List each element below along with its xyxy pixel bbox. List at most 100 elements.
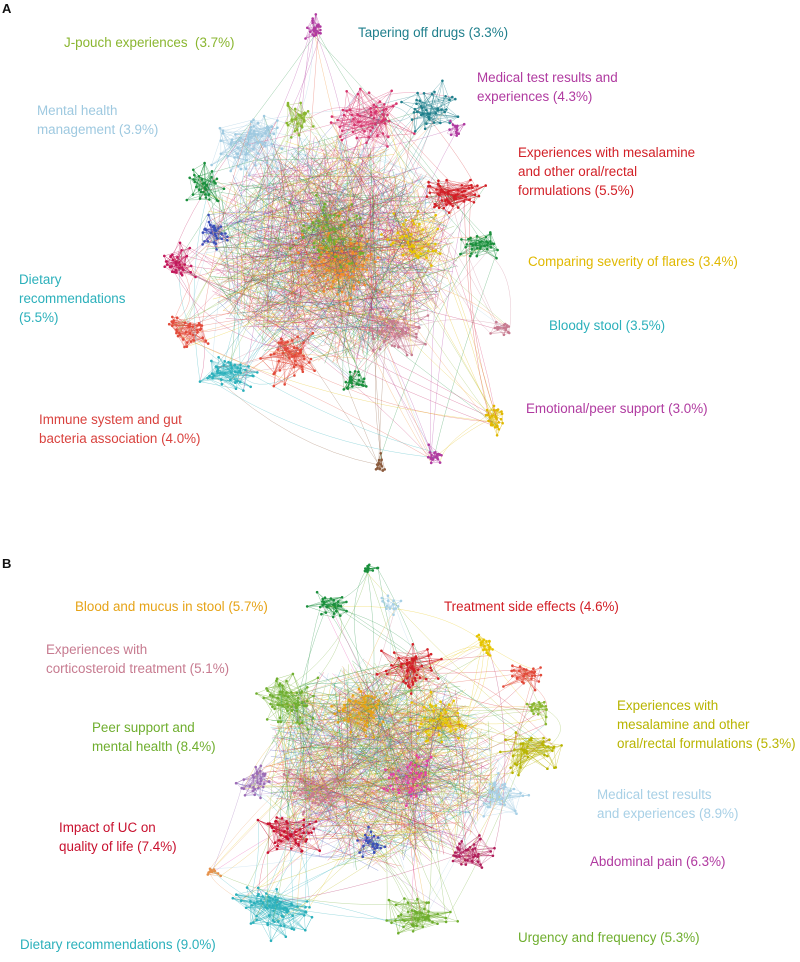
network-node bbox=[227, 360, 230, 364]
network-edge bbox=[314, 225, 455, 279]
network-node bbox=[322, 214, 326, 217]
network-edge bbox=[439, 185, 470, 200]
network-node bbox=[363, 283, 367, 287]
network-node bbox=[392, 319, 396, 323]
network-edge bbox=[428, 444, 435, 454]
network-node bbox=[408, 249, 412, 252]
network-node bbox=[308, 260, 312, 264]
network-edge bbox=[300, 102, 305, 113]
network-node bbox=[410, 250, 414, 254]
network-node bbox=[401, 245, 404, 248]
network-node bbox=[323, 202, 327, 206]
network-node bbox=[489, 246, 493, 249]
network-node bbox=[469, 242, 472, 246]
cluster-label-a-6: Dietary recommendations (5.5%) bbox=[19, 272, 126, 325]
network-node bbox=[206, 240, 210, 243]
network-node bbox=[385, 107, 388, 111]
network-node bbox=[244, 167, 248, 171]
network-node bbox=[355, 214, 358, 217]
network-edge bbox=[204, 163, 218, 201]
network-edge bbox=[271, 231, 319, 296]
network-edge bbox=[458, 124, 465, 134]
network-edge bbox=[331, 122, 355, 126]
network-edge bbox=[386, 658, 400, 675]
network-node bbox=[398, 236, 402, 240]
network-node bbox=[488, 416, 492, 419]
network-node bbox=[186, 341, 189, 344]
network-node bbox=[196, 331, 199, 334]
network-edge bbox=[199, 366, 217, 382]
network-edge bbox=[397, 322, 419, 328]
network-node bbox=[349, 242, 353, 245]
network-node bbox=[361, 380, 365, 384]
network-edge bbox=[237, 178, 401, 285]
network-edge bbox=[249, 127, 269, 176]
network-node bbox=[414, 332, 418, 336]
network-node bbox=[283, 347, 287, 350]
network-node bbox=[214, 365, 218, 368]
network-edge bbox=[176, 331, 209, 344]
network-node bbox=[226, 155, 229, 158]
network-node bbox=[214, 182, 217, 185]
network-node bbox=[445, 108, 448, 111]
network-edge bbox=[284, 243, 316, 304]
network-node bbox=[333, 213, 336, 217]
network-edge bbox=[339, 126, 341, 137]
network-edge bbox=[415, 113, 437, 132]
network-edge bbox=[361, 169, 432, 252]
network-node bbox=[192, 339, 195, 342]
network-node bbox=[220, 232, 223, 236]
network-node bbox=[445, 198, 449, 202]
network-node bbox=[196, 328, 199, 332]
network-edge bbox=[490, 232, 498, 251]
network-node bbox=[495, 326, 499, 329]
network-node bbox=[236, 380, 239, 383]
network-node bbox=[440, 199, 444, 202]
network-node bbox=[389, 326, 393, 330]
network-node bbox=[327, 239, 331, 242]
network-edge bbox=[386, 600, 394, 607]
network-node bbox=[440, 108, 443, 111]
network-node bbox=[255, 140, 259, 144]
network-edge bbox=[204, 256, 260, 309]
network-edge bbox=[199, 198, 210, 200]
network-node bbox=[295, 346, 299, 350]
network-edge bbox=[295, 116, 313, 120]
network-edge bbox=[373, 338, 431, 459]
network-edge bbox=[342, 92, 370, 111]
network-edge bbox=[412, 668, 432, 671]
network-node bbox=[183, 321, 187, 324]
network-node bbox=[203, 227, 207, 231]
network-node bbox=[299, 101, 303, 105]
network-node bbox=[181, 268, 185, 272]
network-edge bbox=[238, 290, 438, 314]
network-edge bbox=[356, 133, 384, 139]
network-node bbox=[402, 223, 405, 226]
network-edge bbox=[370, 277, 385, 290]
network-node bbox=[303, 357, 306, 361]
network-edge bbox=[324, 265, 429, 273]
network-node bbox=[487, 419, 490, 423]
network-node bbox=[475, 247, 479, 250]
network-node bbox=[439, 121, 442, 125]
network-node bbox=[280, 341, 283, 345]
network-node bbox=[443, 110, 447, 114]
network-edge bbox=[287, 105, 298, 124]
network-node bbox=[265, 161, 269, 165]
network-edge bbox=[331, 121, 382, 123]
network-node bbox=[405, 234, 409, 238]
network-edge bbox=[216, 228, 219, 239]
network-node bbox=[249, 128, 252, 132]
network-node bbox=[397, 345, 400, 349]
network-node bbox=[361, 264, 364, 268]
network-edge bbox=[427, 243, 495, 316]
network-edge bbox=[247, 289, 291, 331]
network-edge bbox=[448, 179, 471, 194]
network-edge bbox=[235, 284, 390, 341]
network-edge bbox=[281, 34, 313, 149]
network-node bbox=[302, 354, 305, 358]
network-node bbox=[374, 122, 377, 126]
network-edge bbox=[239, 212, 406, 257]
network-node bbox=[354, 252, 358, 255]
network-edge bbox=[193, 153, 222, 382]
